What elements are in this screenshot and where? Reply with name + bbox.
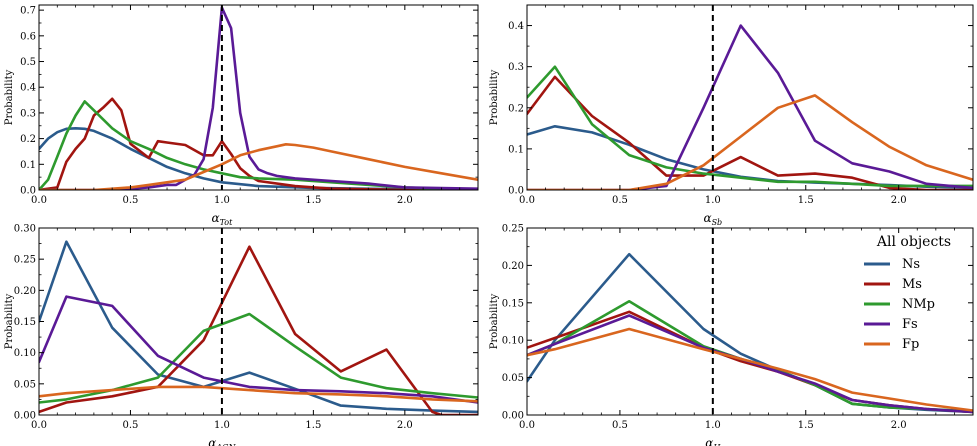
- series-line-nmp: [39, 312, 478, 404]
- series-line-fp: [527, 94, 973, 190]
- series-line-fp: [39, 143, 478, 190]
- x-tick-label: 0.5: [612, 420, 628, 431]
- x-tick-label: 0.5: [123, 195, 139, 206]
- y-tick-label: 0.1: [20, 160, 36, 171]
- y-tick-label: 0.1: [508, 144, 524, 155]
- y-tick-label: 0.10: [502, 336, 524, 347]
- x-tick-label: 1.5: [305, 195, 321, 206]
- x-tick-label: 1.5: [798, 420, 814, 431]
- series-line-ms: [39, 245, 478, 415]
- y-tick-label: 0.2: [20, 134, 36, 145]
- y-tick-label: 0.5: [20, 57, 36, 68]
- panel-tot: 0.0 0.5 1.0 1.5 2.0 0.0 0.1 0.2 0.3 0.4 0.5 0.6 0.7 α…: [4, 4, 479, 227]
- y-tick-label: 0.3: [20, 108, 36, 119]
- series-line-fp: [39, 385, 478, 403]
- series-line-fp: [527, 327, 973, 412]
- y-tick-label: 0.20: [14, 286, 36, 297]
- series-line-fs: [39, 6, 478, 190]
- y-axis-title: Probability: [4, 293, 15, 349]
- series-line-fs: [39, 295, 478, 404]
- x-tick-label: 1.0: [214, 420, 230, 431]
- panel-sb: 0.0 0.5 1.0 1.5 2.0 0.0 0.1 0.2 0.3 0.4 αSb Probabi…: [489, 4, 974, 227]
- legend-label-ns: Ns: [902, 257, 920, 272]
- y-tick-label: 0.4: [508, 21, 524, 32]
- y-axis-title: Probability: [489, 293, 500, 349]
- y-tick-label: 0.25: [14, 255, 36, 266]
- legend-label-fs: Fs: [902, 317, 918, 332]
- series-group: [39, 240, 478, 415]
- x-tick-label: 0.5: [123, 420, 139, 431]
- x-tick-label: 2.0: [397, 195, 413, 206]
- y-tick-label: 0.15: [14, 317, 36, 328]
- x-tick-label: 2.0: [397, 420, 413, 431]
- series-group: [527, 252, 973, 414]
- y-tick-label: 0.4: [20, 83, 36, 94]
- y-tick-label: 0.00: [14, 411, 36, 422]
- plot-frame: [38, 4, 479, 191]
- y-axis-title: Probability: [4, 69, 15, 125]
- y-tick-label: 0.2: [508, 103, 524, 114]
- x-tick-label: 1.0: [705, 195, 721, 206]
- x-tick-label: 1.5: [305, 420, 321, 431]
- x-tick-label: 0.0: [519, 420, 535, 431]
- x-tick-label: 2.0: [891, 195, 907, 206]
- x-tick-label: 0.0: [31, 420, 47, 431]
- series-line-nmp: [39, 100, 478, 190]
- panel-agn: 0.0 0.5 1.0 1.5 2.0 0.00 0.05 0.10 0.15 0.20 0.25 0…: [4, 224, 479, 446]
- series-line-ms: [39, 97, 478, 190]
- y-tick-label: 0.6: [20, 31, 36, 42]
- x-tick-label: 1.0: [214, 195, 230, 206]
- x-tick-label: 1.0: [705, 420, 721, 431]
- y-tick-label: 0.10: [14, 348, 36, 359]
- series-line-nmp: [527, 65, 973, 188]
- y-tick-label: 0.25: [502, 224, 524, 235]
- x-tick-label: 1.5: [798, 195, 814, 206]
- y-tick-label: 0.20: [502, 261, 524, 272]
- series-line-fs: [527, 314, 973, 414]
- series-group: [39, 6, 478, 190]
- x-axis-title: αAGN: [208, 436, 236, 446]
- x-tick-label: 0.0: [31, 195, 47, 206]
- y-tick-label: 0.15: [502, 298, 524, 309]
- series-group: [527, 24, 973, 190]
- series-line-ns: [39, 240, 478, 414]
- y-tick-label: 0.0: [20, 186, 36, 197]
- series-line-fs: [527, 24, 973, 190]
- legend: All objects Ns Ms NMp Fs Fp: [864, 234, 951, 352]
- panel-h: 0.0 0.5 1.0 1.5 2.0 0.00 0.05 0.10 0.15 0.20 0.25 α…: [489, 224, 974, 446]
- x-axis-title: αTot: [211, 211, 233, 227]
- y-tick-label: 0.3: [508, 62, 524, 73]
- y-tick-label: 0.05: [14, 379, 36, 390]
- x-tick-label: 0.0: [519, 195, 535, 206]
- series-line-ms: [527, 75, 973, 190]
- y-tick-label: 0.00: [502, 411, 524, 422]
- x-axis-title: αSb: [703, 211, 722, 227]
- legend-label-fp: Fp: [902, 337, 919, 352]
- x-tick-label: 0.5: [612, 195, 628, 206]
- y-tick-label: 0.7: [20, 6, 36, 17]
- y-axis-title: Probability: [489, 69, 500, 125]
- legend-label-nmp: NMp: [902, 297, 935, 312]
- x-tick-label: 2.0: [891, 420, 907, 431]
- legend-label-ms: Ms: [902, 277, 922, 292]
- y-tick-label: 0.30: [14, 224, 36, 235]
- legend-title: All objects: [876, 234, 951, 250]
- series-line-ns: [39, 127, 478, 190]
- series-line-nmp: [527, 299, 973, 413]
- y-tick-label: 0.05: [502, 373, 524, 384]
- x-axis-title: αH: [705, 436, 721, 446]
- y-tick-label: 0.0: [508, 186, 524, 197]
